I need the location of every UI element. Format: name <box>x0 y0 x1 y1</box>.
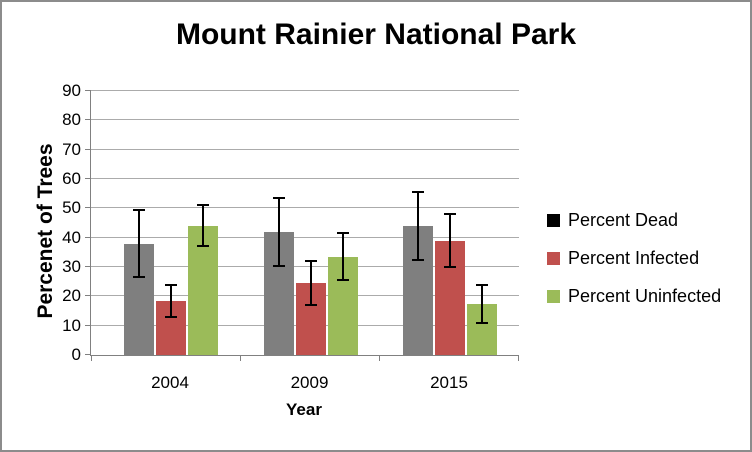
error-bar-line-percent-dead-2009 <box>277 198 280 266</box>
y-tick-20 <box>85 295 91 296</box>
y-tick-0 <box>85 354 91 355</box>
error-bar-line-percent-dead-2004 <box>138 209 140 278</box>
legend-label-percent-uninfected: Percent Uninfected <box>568 285 722 306</box>
legend-label-percent-dead: Percent Dead <box>568 209 679 230</box>
y-tick-label-0: 0 <box>71 345 81 364</box>
gridline-50 <box>91 207 519 208</box>
y-tick-40 <box>85 237 91 238</box>
gridline-60 <box>91 178 519 179</box>
x-tick-label-2015: 2015 <box>430 373 468 392</box>
legend-label-percent-infected: Percent Infected <box>568 247 700 268</box>
x-tick-0 <box>91 355 92 361</box>
x-tick-2 <box>379 355 380 361</box>
legend-item-percent-infected: Percent Infected <box>547 246 721 270</box>
gridline-70 <box>91 149 519 150</box>
error-bar-cap-top-percent-infected-2015 <box>444 213 456 216</box>
error-bar-line-percent-infected-2015 <box>449 214 451 267</box>
x-tick-label-2004: 2004 <box>151 373 189 392</box>
x-tick-label-2009: 2009 <box>290 373 329 392</box>
error-bar-cap-top-percent-uninfected-2004 <box>197 204 209 207</box>
y-tick-80 <box>85 119 91 120</box>
y-tick-label-30: 30 <box>62 257 81 276</box>
error-bar-line-percent-infected-2009 <box>309 261 312 306</box>
y-tick-label-40: 40 <box>62 228 81 247</box>
y-tick-70 <box>85 149 91 150</box>
y-tick-30 <box>85 266 91 267</box>
error-bar-cap-top-percent-uninfected-2009 <box>336 232 349 235</box>
error-bar-cap-top-percent-infected-2004 <box>165 283 177 286</box>
x-tick-1 <box>240 355 241 361</box>
y-tick-label-90: 90 <box>62 81 81 100</box>
gridline-80 <box>91 119 519 120</box>
legend-swatch-percent-dead <box>547 213 560 227</box>
plot-area: 0 10 20 30 40 50 60 70 80 90 <box>62 81 519 364</box>
y-tick-50 <box>85 207 91 208</box>
legend-swatch-percent-infected <box>547 251 560 265</box>
chart-title: Mount Rainier National Park <box>175 18 577 51</box>
legend-item-percent-dead: Percent Dead <box>547 208 721 232</box>
error-bar-line-percent-dead-2015 <box>417 192 419 260</box>
legend: Percent Dead Percent Infected Percent Unin… <box>547 208 721 322</box>
x-axis-title: Year <box>286 400 322 419</box>
error-bar-cap-top-percent-uninfected-2015 <box>476 283 488 286</box>
y-tick-label-10: 10 <box>62 316 81 335</box>
error-bar-cap-top-percent-dead-2015 <box>412 191 424 194</box>
legend-item-percent-uninfected: Percent Uninfected <box>547 284 721 308</box>
error-bar-cap-bottom-percent-uninfected-2015 <box>476 321 488 324</box>
y-tick-label-60: 60 <box>62 169 81 188</box>
error-bar-cap-bottom-percent-dead-2015 <box>412 258 424 261</box>
y-tick-label-80: 80 <box>62 110 81 129</box>
error-bar-cap-bottom-percent-infected-2004 <box>165 315 177 318</box>
error-bar-cap-bottom-percent-uninfected-2009 <box>336 279 349 282</box>
y-tick-label-70: 70 <box>62 140 81 159</box>
error-bar-cap-top-percent-dead-2004 <box>133 208 145 211</box>
error-bar-line-percent-uninfected-2015 <box>481 284 483 323</box>
error-bar-cap-bottom-percent-infected-2009 <box>304 304 317 307</box>
x-tick-3 <box>518 355 519 361</box>
legend-swatch-percent-uninfected <box>547 289 560 303</box>
y-tick-label-20: 20 <box>62 286 81 305</box>
error-bar-line-percent-uninfected-2004 <box>202 205 204 247</box>
error-bar-line-percent-infected-2004 <box>170 284 172 317</box>
gridline-30 <box>91 266 519 267</box>
error-bar-cap-top-percent-infected-2009 <box>304 260 317 263</box>
gridline-40 <box>91 237 519 238</box>
error-bar-cap-bottom-percent-uninfected-2004 <box>197 245 209 248</box>
y-tick-90 <box>85 90 91 91</box>
error-bar-cap-top-percent-dead-2009 <box>272 197 285 200</box>
error-bar-cap-bottom-percent-dead-2009 <box>272 264 285 267</box>
error-bar-line-percent-uninfected-2009 <box>341 233 344 281</box>
y-tick-60 <box>85 178 91 179</box>
y-tick-label-50: 50 <box>62 198 81 217</box>
error-bar-cap-bottom-percent-dead-2004 <box>133 276 145 279</box>
error-bar-cap-bottom-percent-infected-2015 <box>444 266 456 268</box>
y-tick-10 <box>85 325 91 326</box>
gridline-90 <box>91 90 519 91</box>
